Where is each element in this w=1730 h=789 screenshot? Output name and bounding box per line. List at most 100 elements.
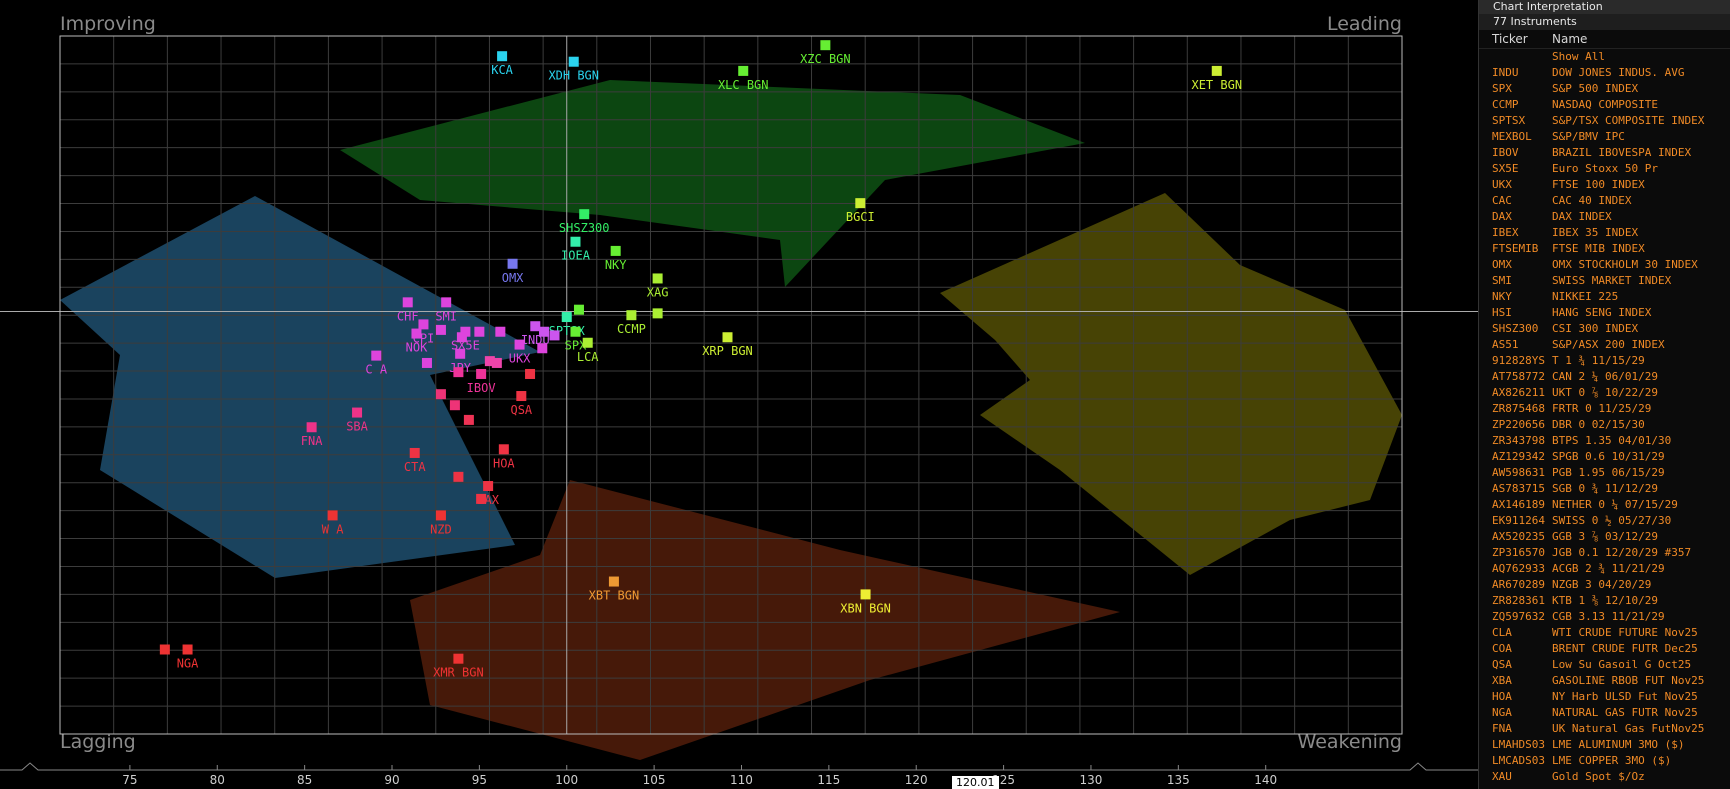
chart-canvas[interactable]: 75 80 85 90 95 100 105 110 115 120 125 130 135 140 KC… [0,0,1478,789]
rrg-chart[interactable]: 75 80 85 90 95 100 105 110 115 120 125 130 135 140 KC… [0,0,1478,789]
instrument-point[interactable] [409,447,420,458]
instrument-point[interactable] [453,367,464,378]
instrument-point[interactable] [507,258,518,269]
instrument-row[interactable]: IBEX IBEX 35 INDEX [1479,225,1730,241]
instrument-row[interactable]: ZP316570 JGB 0.1 12/20/29 #357 [1479,545,1730,561]
instrument-point[interactable] [514,339,525,350]
instrument-point[interactable] [537,343,548,354]
instrument-point[interactable] [421,357,432,368]
instrument-point[interactable] [495,326,506,337]
instrument-row[interactable]: SPX S&P 500 INDEX [1479,81,1730,97]
instrument-point[interactable] [435,389,446,400]
instrument-row[interactable]: HSI HANG SENG INDEX [1479,305,1730,321]
instrument-row[interactable]: ZP220656 DBR 0 02/15/30 [1479,417,1730,433]
instrument-row[interactable]: ZR828361 KTB 1 ⅜ 12/10/29 [1479,593,1730,609]
instrument-point[interactable] [530,321,541,332]
instrument-row[interactable]: UKX FTSE 100 INDEX [1479,177,1730,193]
instrument-point[interactable] [476,493,487,504]
instrument-row[interactable]: ZR875468 FRTR 0 11/25/29 [1479,401,1730,417]
instrument-row[interactable]: ZR343798 BTPS 1.35 04/01/30 [1479,433,1730,449]
instrument-row[interactable]: XBA GASOLINE RBOB FUT Nov25 [1479,673,1730,689]
instrument-point[interactable] [626,310,637,321]
instrument-row[interactable]: AS783715 SGB 0 ¾ 11/12/29 [1479,481,1730,497]
instrument-row[interactable]: FNA UK Natural Gas FutNov25 [1479,721,1730,737]
instrument-point[interactable] [1211,65,1222,76]
instrument-row[interactable]: NGA NATURAL GAS FUTR Nov25 [1479,705,1730,721]
instrument-row[interactable]: CAC CAC 40 INDEX [1479,193,1730,209]
instrument-row[interactable]: INDU DOW JONES INDUS. AVG [1479,65,1730,81]
instrument-point[interactable] [855,198,866,209]
instrument-point[interactable] [402,297,413,308]
instrument-point[interactable] [455,348,466,359]
instrument-point[interactable] [652,308,663,319]
instrument-point[interactable] [549,330,560,341]
instrument-point[interactable] [453,653,464,664]
instrument-row[interactable]: AR670289 NZGB 3 04/20/29 [1479,577,1730,593]
instrument-point[interactable] [460,326,471,337]
instrument-point[interactable] [449,400,460,411]
instrument-row[interactable]: AQ762933 ACGB 2 ¾ 11/21/29 [1479,561,1730,577]
instrument-point[interactable] [463,414,474,425]
instrument-point[interactable] [652,273,663,284]
instrument-point[interactable] [418,319,429,330]
instrument-point[interactable] [497,51,508,62]
instrument-row[interactable]: AX146189 NETHER 0 ¼ 07/15/29 [1479,497,1730,513]
instrument-point[interactable] [570,236,581,247]
instrument-point[interactable] [182,644,193,655]
instrument-row[interactable]: LMAHDS03 LME ALUMINUM 3MO ($) [1479,737,1730,753]
instrument-point[interactable] [411,328,422,339]
instrument-point[interactable] [484,356,495,367]
instrument-point[interactable] [371,350,382,361]
instrument-row[interactable]: MEXBOL S&P/BMV IPC [1479,129,1730,145]
instrument-row[interactable]: FTSEMIB FTSE MIB INDEX [1479,241,1730,257]
instrument-row[interactable]: HOA NY Harb ULSD Fut Nov25 [1479,689,1730,705]
instrument-point[interactable] [579,209,590,220]
instrument-point[interactable] [453,471,464,482]
instrument-row[interactable]: XAU Gold Spot $/Oz [1479,769,1730,785]
instrument-point[interactable] [561,312,572,323]
instrument-point[interactable] [306,422,317,433]
instrument-point[interactable] [352,407,363,418]
instrument-point[interactable] [573,304,584,315]
instrument-row[interactable]: AX520235 GGB 3 ⅞ 03/12/29 [1479,529,1730,545]
instrument-row[interactable]: CCMP NASDAQ COMPOSITE [1479,97,1730,113]
instrument-row[interactable]: LMCADS03 LME COPPER 3MO ($) [1479,753,1730,769]
instrument-point[interactable] [491,357,502,368]
instrument-row[interactable]: AS51 S&P/ASX 200 INDEX [1479,337,1730,353]
ticker-column-header[interactable]: Ticker [1492,32,1528,46]
instrument-row[interactable]: NKY NIKKEI 225 [1479,289,1730,305]
instrument-row[interactable]: AX826211 UKT 0 ⅞ 10/22/29 [1479,385,1730,401]
instrument-row[interactable]: AZ129342 SPGB 0.6 10/31/29 [1479,449,1730,465]
instrument-row[interactable]: EK911264 SWISS 0 ½ 05/27/30 [1479,513,1730,529]
instrument-point[interactable] [159,644,170,655]
instrument-row[interactable]: AT758772 CAN 2 ¼ 06/01/29 [1479,369,1730,385]
instrument-row[interactable]: OMX OMX STOCKHOLM 30 INDEX [1479,257,1730,273]
instrument-row[interactable]: AW598631 PGB 1.95 06/15/29 [1479,465,1730,481]
instrument-point[interactable] [820,40,831,51]
instrument-row[interactable]: SHSZ300 CSI 300 INDEX [1479,321,1730,337]
data-points[interactable]: KCA XDH BGN XZC BGN XLC BGN XET BGN BGCI SHSZ3… [159,40,1242,680]
name-column-header[interactable]: Name [1552,32,1588,46]
instrument-row[interactable]: IBOV BRAZIL IBOVESPA INDEX [1479,145,1730,161]
instrument-point[interactable] [441,297,452,308]
instrument-row[interactable]: SX5E Euro Stoxx 50 Pr [1479,161,1730,177]
instrument-point[interactable] [498,444,509,455]
instrument-point[interactable] [516,391,527,402]
instrument-point[interactable] [582,337,593,348]
instrument-point[interactable] [539,326,550,337]
instrument-row[interactable]: SMI SWISS MARKET INDEX [1479,273,1730,289]
instrument-row[interactable]: DAX DAX INDEX [1479,209,1730,225]
instrument-point[interactable] [456,332,467,343]
instrument-row[interactable]: 912828YS T 1 ¾ 11/15/29 [1479,353,1730,369]
instrument-point[interactable] [476,368,487,379]
instrument-row[interactable]: QSA Low Su Gasoil G Oct25 [1479,657,1730,673]
instrument-row[interactable]: CLA WTI CRUDE FUTURE Nov25 [1479,625,1730,641]
instrument-point[interactable] [568,56,579,67]
instrument-row[interactable]: ZQ597632 CGB 3.13 11/21/29 [1479,609,1730,625]
instrument-point[interactable] [608,576,619,587]
instrument-row[interactable]: SPTSX S&P/TSX COMPOSITE INDEX [1479,113,1730,129]
instrument-point[interactable] [474,326,485,337]
instrument-point[interactable] [738,65,749,76]
instrument-point[interactable] [435,510,446,521]
instrument-point[interactable] [483,481,494,492]
